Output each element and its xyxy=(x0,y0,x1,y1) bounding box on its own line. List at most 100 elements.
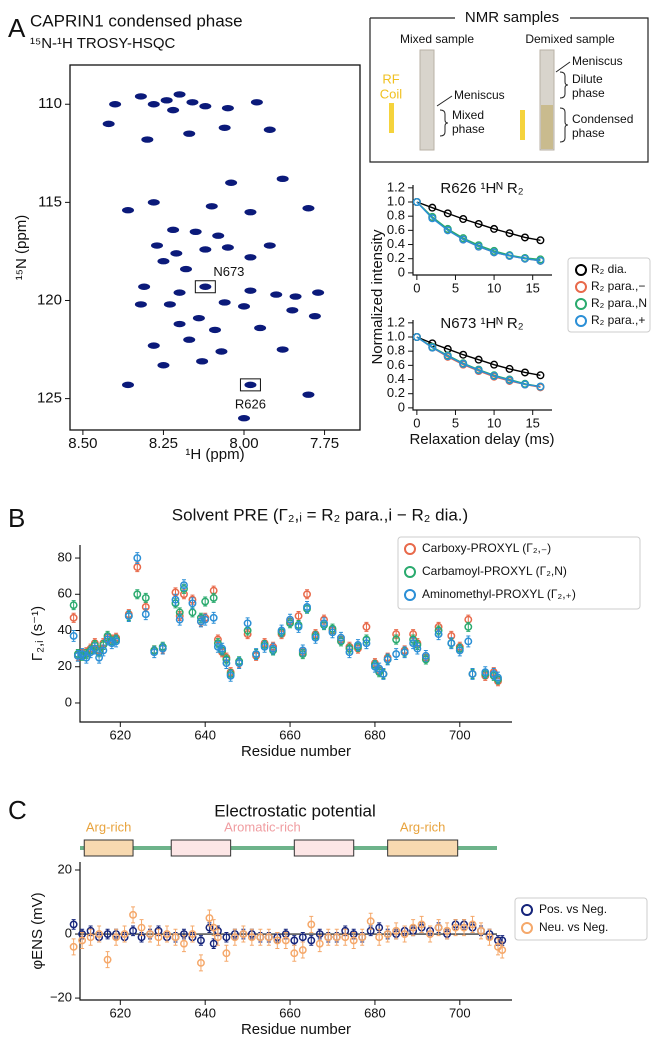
peak xyxy=(312,289,325,296)
region xyxy=(293,839,355,857)
peak xyxy=(147,199,160,206)
point xyxy=(375,933,384,942)
error-bar xyxy=(300,941,305,959)
nmr-samples: NMR samples Mixed sample Demixed sample … xyxy=(369,9,649,163)
point xyxy=(235,659,244,668)
point xyxy=(141,593,150,602)
point xyxy=(188,930,197,938)
y-tick-label: 0 xyxy=(398,399,405,414)
point xyxy=(474,242,483,251)
error-bar xyxy=(462,919,467,937)
error-bar xyxy=(428,925,433,943)
point xyxy=(180,581,188,590)
x-tick-label: 620 xyxy=(109,727,131,742)
point xyxy=(230,933,239,942)
legend-label: Neu. vs Neg. xyxy=(539,920,608,934)
y-tick-label: 60 xyxy=(58,586,72,601)
point xyxy=(474,355,483,364)
y-axis-label: ¹⁵N (ppm) xyxy=(13,215,30,280)
point xyxy=(311,633,320,642)
point xyxy=(392,635,401,644)
y-tick-label: 80 xyxy=(58,549,72,564)
peak xyxy=(122,207,134,214)
point xyxy=(150,648,159,657)
error-bar xyxy=(80,931,85,949)
x-axis-label: ¹H (ppm) xyxy=(185,446,244,463)
y-tick-label: 0.2 xyxy=(387,250,405,265)
x-tick-label: 0 xyxy=(413,415,420,430)
point xyxy=(392,650,401,659)
point xyxy=(141,610,150,619)
point xyxy=(320,619,328,628)
point xyxy=(78,936,87,945)
point xyxy=(133,590,142,599)
peak xyxy=(250,99,263,106)
point xyxy=(103,930,112,938)
y-tick-label: −20 xyxy=(50,990,72,1005)
x-tick-label: 640 xyxy=(194,1005,216,1020)
point xyxy=(107,639,116,648)
point xyxy=(307,920,316,929)
rf-label: Coil xyxy=(380,86,403,101)
y-axis-label: Γ₂,ᵢ (s⁻¹) xyxy=(29,606,46,661)
error-bar xyxy=(351,931,356,949)
point xyxy=(383,930,392,938)
y-tick-label: 0 xyxy=(65,925,72,940)
peak xyxy=(134,301,147,308)
peak xyxy=(199,103,212,110)
point xyxy=(209,939,218,948)
point xyxy=(90,644,99,653)
point xyxy=(464,622,473,631)
point xyxy=(505,376,514,385)
peak xyxy=(141,136,154,143)
point xyxy=(498,946,507,955)
x-tick-label: 640 xyxy=(194,727,216,742)
error-bar xyxy=(139,919,144,937)
point xyxy=(481,668,490,677)
point xyxy=(392,926,401,935)
x-tick-label: 15 xyxy=(525,415,539,430)
error-bar xyxy=(215,928,220,946)
error-bar xyxy=(190,925,195,943)
peak xyxy=(196,358,209,365)
sample-label: Demixed sample xyxy=(525,32,615,46)
series-line xyxy=(416,336,541,376)
point xyxy=(209,923,218,932)
series-line xyxy=(416,201,541,262)
point xyxy=(536,236,545,245)
error-bar xyxy=(377,928,382,946)
point xyxy=(485,933,494,942)
point xyxy=(362,639,371,648)
peak xyxy=(192,314,205,322)
peak xyxy=(134,93,147,100)
y-tick-label: 1.2 xyxy=(387,179,405,194)
point xyxy=(328,628,337,637)
peak xyxy=(151,242,163,249)
peak xyxy=(218,124,231,131)
peak xyxy=(199,283,212,290)
peak xyxy=(167,106,180,114)
error-bar xyxy=(402,925,407,943)
error-bar xyxy=(241,925,246,943)
y-tick-label: 0.4 xyxy=(387,371,405,386)
meniscus-label: Meniscus xyxy=(454,88,505,102)
peak xyxy=(244,381,257,389)
y-tick-label: 0.4 xyxy=(387,236,405,251)
error-bar xyxy=(207,909,212,927)
peak xyxy=(157,362,170,369)
point xyxy=(222,933,231,942)
y-tick-label: 110 xyxy=(38,95,62,112)
point xyxy=(426,930,435,938)
phase-label: phase xyxy=(572,86,605,100)
point xyxy=(171,595,180,604)
point xyxy=(129,910,137,919)
error-bar xyxy=(360,928,365,946)
point xyxy=(124,612,133,620)
point xyxy=(400,930,409,938)
point xyxy=(520,380,529,389)
point xyxy=(428,203,437,212)
point xyxy=(459,359,468,368)
peak xyxy=(157,258,170,265)
point xyxy=(520,368,529,377)
peak xyxy=(212,232,225,239)
